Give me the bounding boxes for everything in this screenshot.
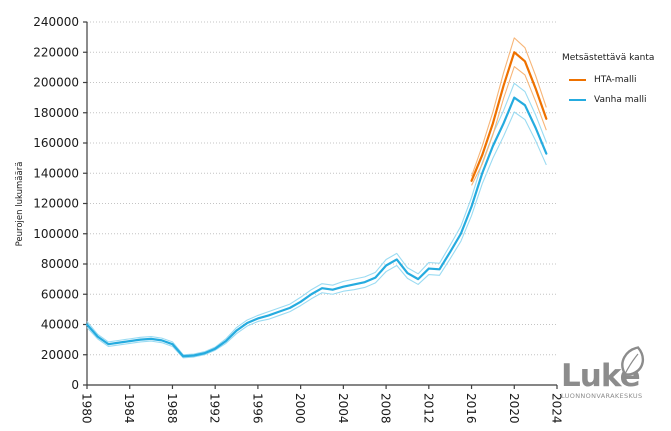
legend-item-vanha-malli: Vanha malli xyxy=(562,95,654,105)
x-tick-label: 2012 xyxy=(421,393,435,424)
x-tick-label: 1996 xyxy=(250,393,264,424)
y-tick-label: 220000 xyxy=(33,45,79,59)
logo-wordmark: Luke xyxy=(561,358,641,394)
ci-lower-line-hta-malli xyxy=(471,66,547,186)
ci-lower-line-vanha-malli xyxy=(86,111,547,359)
y-tick-label: 60000 xyxy=(41,287,79,301)
x-tick-label: 1980 xyxy=(80,393,94,424)
legend-item-label: Vanha malli xyxy=(594,95,647,105)
legend-title: Metsästettävä kanta xyxy=(562,53,655,63)
legend: Metsästettävä kanta HTA-malli Vanha malli xyxy=(562,53,654,115)
luke-logo: Luke LUONNONVARAKESKUS xyxy=(561,346,669,400)
y-tick-label: 240000 xyxy=(33,15,79,29)
y-tick-label: 100000 xyxy=(33,227,79,241)
x-tick-label: 2000 xyxy=(293,393,307,424)
legend-item-hta-malli: HTA-malli xyxy=(562,75,654,85)
x-tick-label: 2016 xyxy=(464,393,478,424)
x-tick-label: 2004 xyxy=(336,393,350,424)
legend-items: HTA-malli Vanha malli xyxy=(562,75,654,105)
y-tick-label: 20000 xyxy=(41,348,79,362)
x-tick-label: 2020 xyxy=(507,393,521,424)
ci-upper-line-hta-malli xyxy=(471,37,547,177)
leaf-icon xyxy=(621,346,645,376)
y-axis-title: Peurojen lukumäärä xyxy=(15,162,25,247)
y-tick-label: 180000 xyxy=(33,106,79,120)
legend-line-swatch-icon xyxy=(569,99,586,101)
y-tick-label: 200000 xyxy=(33,76,79,90)
y-tick-label: 140000 xyxy=(33,166,79,180)
legend-line-swatch-icon xyxy=(569,79,586,81)
y-tick-label: 0 xyxy=(71,378,79,392)
x-tick-label: 2024 xyxy=(550,393,564,424)
logo-subtext: LUONNONVARAKESKUS xyxy=(561,392,643,400)
series-line-hta-malli xyxy=(470,51,548,182)
x-tick-label: 2008 xyxy=(379,393,393,424)
x-tick-label: 1988 xyxy=(165,393,179,424)
y-tick-label: 120000 xyxy=(33,197,79,211)
y-tick-label: 160000 xyxy=(33,136,79,150)
x-tick-label: 1984 xyxy=(122,393,136,424)
y-tick-label: 40000 xyxy=(41,318,79,332)
ci-upper-line-vanha-malli xyxy=(86,82,547,356)
y-tick-label: 80000 xyxy=(41,257,79,271)
series-line-vanha-malli xyxy=(85,96,548,358)
legend-item-label: HTA-malli xyxy=(594,75,637,85)
x-tick-label: 1992 xyxy=(208,393,222,424)
